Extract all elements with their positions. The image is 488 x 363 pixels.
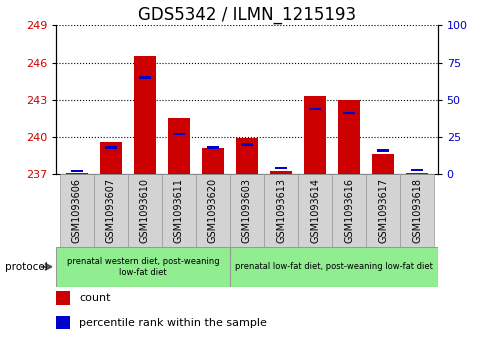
Bar: [342, 112, 354, 114]
Bar: [337, 100, 360, 174]
Bar: [399, 174, 433, 247]
Bar: [65, 173, 87, 174]
Bar: [139, 76, 151, 79]
Bar: [56, 316, 70, 329]
Text: GSM1093617: GSM1093617: [377, 178, 387, 243]
Title: GDS5342 / ILMN_1215193: GDS5342 / ILMN_1215193: [138, 6, 355, 24]
Text: GSM1093603: GSM1093603: [242, 178, 251, 243]
Bar: [274, 167, 286, 170]
Text: GSM1093607: GSM1093607: [105, 178, 116, 243]
Bar: [196, 174, 229, 247]
Bar: [235, 138, 258, 174]
Text: GSM1093614: GSM1093614: [309, 178, 320, 243]
Bar: [202, 148, 224, 174]
Bar: [264, 174, 297, 247]
Text: GSM1093620: GSM1093620: [207, 178, 218, 243]
Bar: [297, 174, 331, 247]
Bar: [406, 173, 427, 174]
Bar: [206, 146, 219, 148]
Text: prenatal western diet, post-weaning
low-fat diet: prenatal western diet, post-weaning low-…: [66, 257, 219, 277]
Bar: [56, 291, 70, 305]
Bar: [376, 149, 388, 151]
Bar: [269, 171, 291, 174]
Bar: [229, 174, 264, 247]
Bar: [304, 96, 325, 174]
Text: GSM1093606: GSM1093606: [72, 178, 81, 243]
Text: GSM1093610: GSM1093610: [140, 178, 149, 243]
Bar: [100, 142, 122, 174]
Bar: [56, 247, 229, 287]
Bar: [241, 143, 252, 146]
Bar: [172, 133, 184, 135]
Text: GSM1093613: GSM1093613: [275, 178, 285, 243]
Text: percentile rank within the sample: percentile rank within the sample: [79, 318, 266, 328]
Bar: [104, 146, 117, 148]
Bar: [60, 174, 94, 247]
Bar: [371, 154, 393, 174]
Bar: [94, 174, 127, 247]
Bar: [162, 174, 196, 247]
Bar: [167, 118, 189, 174]
Text: count: count: [79, 293, 110, 303]
Bar: [331, 174, 366, 247]
Bar: [127, 174, 162, 247]
Bar: [70, 170, 82, 172]
Text: GSM1093618: GSM1093618: [411, 178, 421, 243]
Bar: [366, 174, 399, 247]
Bar: [133, 56, 156, 174]
Text: protocol: protocol: [5, 262, 47, 272]
Text: GSM1093611: GSM1093611: [173, 178, 183, 243]
Bar: [229, 247, 437, 287]
Bar: [308, 108, 321, 110]
Bar: [410, 169, 423, 171]
Text: prenatal low-fat diet, post-weaning low-fat diet: prenatal low-fat diet, post-weaning low-…: [234, 262, 432, 271]
Text: GSM1093616: GSM1093616: [344, 178, 353, 243]
